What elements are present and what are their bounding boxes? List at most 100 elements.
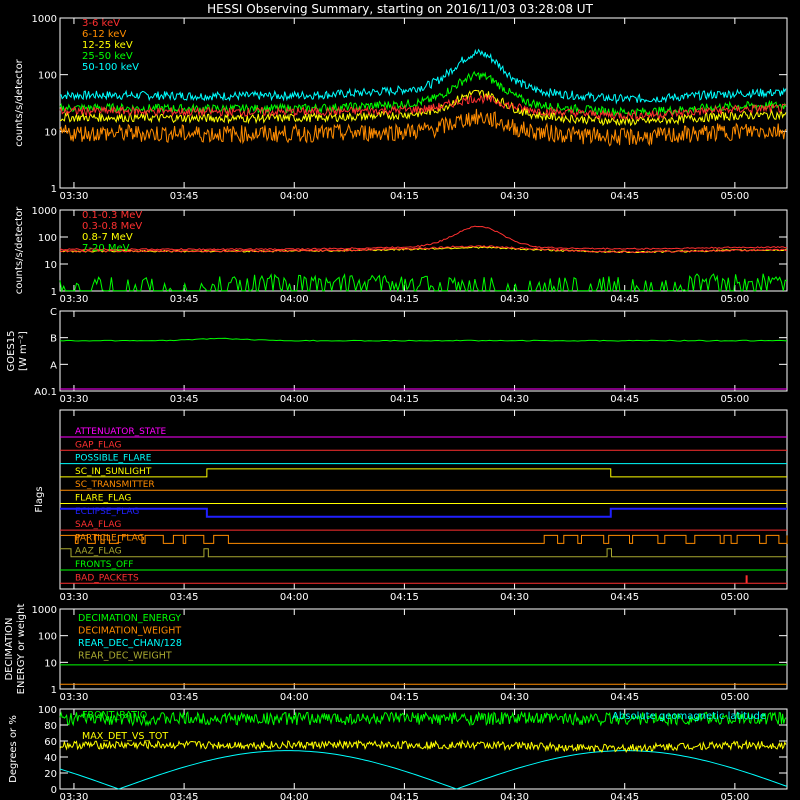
legend-entry: 6-12 keV [82, 29, 126, 40]
x-tick-label: 05:00 [720, 692, 749, 703]
panel-5-frame [59, 708, 788, 790]
series-line-2 [59, 246, 788, 254]
series-line-4 [59, 48, 787, 105]
x-tick-label: 04:00 [280, 792, 309, 800]
flag-label: POSSIBLE_FLARE [75, 454, 152, 464]
flag-line [60, 507, 787, 518]
y-tick-label: 1000 [32, 206, 57, 217]
y-tick-label: 1000 [32, 605, 57, 616]
x-tick-label: 03:30 [60, 294, 89, 305]
y-tick-label: 1 [51, 184, 57, 195]
y-tick-label: 1000 [32, 14, 57, 25]
x-tick-label: 05:00 [720, 294, 749, 305]
x-tick-label: 03:30 [60, 191, 89, 202]
y-tick-label: 40 [44, 753, 57, 764]
annotation-latitude: Absolute geomagnetic latitude [612, 711, 766, 722]
series-line-3 [59, 273, 788, 293]
x-tick-label: 04:00 [280, 191, 309, 202]
panel-3-ylabel: Flags [34, 486, 45, 512]
panel-2-frame [59, 310, 788, 392]
flag-line [60, 534, 788, 544]
panel-4-ylabel: DECIMATION [4, 617, 15, 680]
x-tick-label: 04:30 [500, 792, 529, 800]
x-tick-label: 05:00 [720, 592, 749, 603]
legend-entry: FRONT_RATIO [82, 710, 147, 721]
x-tick-label: 05:00 [720, 394, 749, 405]
legend-entry: 0.3-0.8 MeV [82, 221, 142, 232]
y-tick-label: 10 [44, 658, 57, 669]
x-tick-label: 04:15 [390, 294, 419, 305]
x-tick-label: 04:00 [280, 294, 309, 305]
panel-4-ylabel2: ENERGY or weight [16, 604, 27, 695]
series-line-frontratio [59, 710, 787, 727]
series-line-1 [59, 245, 788, 254]
y-tick-label: 0 [51, 785, 57, 796]
x-tick-label: 03:45 [170, 692, 199, 703]
y-tick-label: A [50, 360, 57, 371]
legend-entry: DECIMATION_ENERGY [78, 613, 181, 624]
y-tick-label: 100 [38, 233, 57, 244]
x-tick-label: 04:00 [280, 592, 309, 603]
panel-3-frame [59, 409, 788, 590]
x-tick-label: 04:45 [610, 592, 639, 603]
legend-entry: 3-6 keV [82, 18, 120, 29]
panel-0-ylabel: counts/s/detector [14, 58, 25, 146]
x-tick-label: 04:30 [500, 692, 529, 703]
y-tick-label: 20 [44, 769, 57, 780]
y-tick-label: 100 [38, 71, 57, 82]
x-tick-label: 04:45 [610, 394, 639, 405]
flag-label: BAD_PACKETS [75, 573, 139, 583]
x-tick-label: 04:30 [500, 294, 529, 305]
flag-label: SC_IN_SUNLIGHT [75, 467, 152, 477]
x-tick-label: 04:45 [610, 792, 639, 800]
y-tick-label: 10 [44, 260, 57, 271]
x-tick-label: 04:15 [390, 394, 419, 405]
x-tick-label: 03:30 [60, 592, 89, 603]
legend-entry: 50-100 keV [82, 62, 139, 73]
x-tick-label: 03:45 [170, 191, 199, 202]
series-line-latitude [59, 750, 788, 790]
flag-line [60, 468, 787, 478]
legend-entry: 12-25 keV [82, 40, 133, 51]
x-tick-label: 04:15 [390, 692, 419, 703]
series-line-maxdet [59, 739, 787, 754]
legend-entry: REAR_DEC_CHAN/128 [78, 638, 182, 649]
y-tick-label: 60 [44, 737, 57, 748]
x-tick-label: 03:30 [60, 692, 89, 703]
flag-label: SC_TRANSMITTER [75, 480, 155, 490]
y-tick-label: C [50, 307, 57, 318]
x-tick-label: 04:45 [610, 191, 639, 202]
series-line-0 [59, 225, 788, 251]
y-tick-label: 80 [44, 721, 57, 732]
y-tick-label: 100 [38, 705, 57, 716]
x-tick-label: 03:45 [170, 792, 199, 800]
flag-label: SAA_FLAG [75, 520, 121, 530]
series-line-0 [59, 93, 787, 121]
legend-entry: REAR_DEC_WEIGHT [78, 651, 172, 662]
x-tick-label: 04:15 [390, 191, 419, 202]
x-tick-label: 04:15 [390, 792, 419, 800]
y-tick-label: 1 [51, 287, 57, 298]
x-tick-label: 03:45 [170, 294, 199, 305]
legend-entry: 25-50 keV [82, 51, 133, 62]
panel-1-ylabel: counts/s/detector [14, 206, 25, 294]
legend-entry: 0.1-0.3 MeV [82, 210, 142, 221]
x-tick-label: 03:45 [170, 394, 199, 405]
x-tick-label: 05:00 [720, 191, 749, 202]
x-tick-label: 03:30 [60, 394, 89, 405]
panel-4-frame [59, 608, 788, 690]
panel-5-ylabel: Degrees or % [8, 715, 19, 783]
y-tick-label: B [50, 334, 57, 345]
x-tick-label: 04:30 [500, 394, 529, 405]
x-tick-label: 04:30 [500, 191, 529, 202]
series-line-1 [59, 108, 787, 147]
y-tick-label: A0.1 [34, 387, 57, 398]
legend-entry: 7-20 MeV [82, 243, 130, 254]
legend-entry: DECIMATION_WEIGHT [78, 626, 181, 637]
flag-label: AAZ_FLAG [75, 547, 122, 557]
legend-entry: MAX_DET_VS_TOT [82, 731, 168, 742]
x-tick-label: 04:45 [610, 294, 639, 305]
y-tick-label: 10 [44, 127, 57, 138]
flag-label: ECLIPSE_FLAG [75, 507, 139, 517]
